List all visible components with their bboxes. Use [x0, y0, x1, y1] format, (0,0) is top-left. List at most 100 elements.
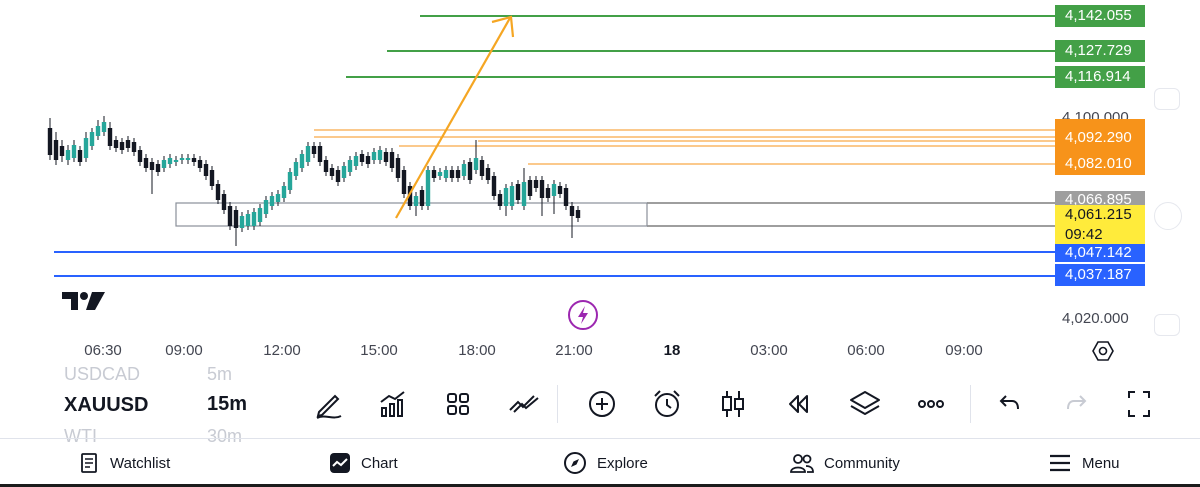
nav-community[interactable]: Community: [790, 449, 900, 477]
candles-icon[interactable]: [715, 386, 751, 422]
candle-body: [53, 140, 59, 160]
price-tag-4037: 4,037.187: [1055, 264, 1145, 286]
undo-icon[interactable]: [992, 386, 1028, 422]
candle-body: [473, 158, 479, 170]
price-tag-current: 4,061.215 09:42: [1055, 205, 1145, 245]
hexagon-settings-icon[interactable]: [1092, 340, 1114, 362]
price-tag-4047: 4,047.142: [1055, 244, 1145, 262]
nav-watchlist[interactable]: Watchlist: [78, 449, 170, 477]
side-handle-round[interactable]: [1154, 202, 1182, 230]
candle-body: [167, 158, 173, 164]
time-label: 18:00: [458, 342, 496, 359]
tradingview-logo[interactable]: [62, 290, 106, 312]
candle-body: [305, 146, 311, 162]
system-bar: [0, 484, 1200, 487]
symbol-selector[interactable]: XAUUSD: [64, 394, 149, 416]
candle-body: [191, 158, 197, 162]
toolbar-divider: [557, 385, 558, 423]
candle-body: [533, 180, 539, 188]
candle-body: [113, 140, 119, 148]
candle-body: [371, 152, 377, 160]
time-label-day: 18: [663, 342, 681, 359]
current-price: 4,061.215: [1065, 206, 1132, 223]
price-chart[interactable]: [0, 0, 1200, 370]
side-handle[interactable]: [1154, 88, 1180, 110]
nav-label: Explore: [597, 454, 648, 472]
lightning-bolt-icon[interactable]: [567, 299, 599, 331]
candle-body: [59, 146, 65, 156]
time-label: 15:00: [360, 342, 398, 359]
candle-body: [251, 212, 257, 226]
redo-icon[interactable]: [1058, 386, 1094, 422]
candle-body: [233, 210, 239, 228]
candle-body: [455, 170, 461, 178]
nav-menu[interactable]: Menu: [1048, 449, 1120, 477]
candle-body: [335, 170, 341, 182]
time-label: 03:00: [750, 342, 788, 359]
candle-body: [359, 154, 365, 162]
interval-next[interactable]: 30m: [207, 426, 243, 446]
chart-icon: [330, 453, 350, 473]
time-label: 09:00: [945, 342, 983, 359]
pencil-icon[interactable]: [311, 386, 347, 422]
candle-body: [539, 180, 545, 198]
nav-label: Menu: [1082, 454, 1120, 472]
candle-body: [425, 170, 431, 206]
candle-body: [77, 150, 83, 162]
add-icon[interactable]: [584, 386, 620, 422]
candle-body: [161, 160, 167, 168]
chart-area[interactable]: 4,100.000 4,020.000 4,142.055 4,127.729 …: [0, 0, 1200, 370]
candle-body: [401, 170, 407, 194]
candle-body: [521, 182, 527, 206]
templates-icon[interactable]: [440, 386, 476, 422]
trend-arrow[interactable]: [395, 15, 515, 219]
candle-body: [125, 140, 131, 148]
interval-prev[interactable]: 5m: [207, 364, 233, 384]
candle-body: [557, 186, 563, 194]
candle-body: [203, 164, 209, 176]
candle-body: [545, 188, 551, 198]
candle-body: [227, 206, 233, 226]
side-handle[interactable]: [1154, 314, 1180, 336]
more-icon[interactable]: [913, 386, 949, 422]
candle-body: [269, 196, 275, 206]
nav-chart[interactable]: Chart: [329, 449, 398, 477]
candle-body: [281, 186, 287, 198]
interval-selector[interactable]: 15m: [207, 393, 248, 415]
candle-body: [389, 152, 395, 168]
nav-label: Chart: [361, 454, 398, 472]
candle-body: [239, 216, 245, 228]
indicators-icon[interactable]: [375, 386, 411, 422]
layers-icon[interactable]: [847, 386, 883, 422]
symbol-next[interactable]: WTI: [64, 426, 97, 446]
replay-icon[interactable]: [780, 386, 816, 422]
candle-body: [515, 184, 521, 200]
candle-body: [377, 150, 383, 160]
candle-body: [485, 168, 491, 180]
candle-body: [353, 156, 359, 166]
candle-body: [95, 126, 101, 136]
compare-icon[interactable]: [506, 386, 542, 422]
nav-explore[interactable]: Explore: [563, 449, 648, 477]
candle-body: [197, 160, 203, 168]
fullscreen-icon[interactable]: [1121, 386, 1157, 422]
candle-body: [419, 190, 425, 206]
candle-body: [413, 196, 419, 206]
hamburger-icon: [1050, 454, 1070, 472]
candle-body: [497, 194, 503, 206]
price-tag-4116: 4,116.914: [1055, 66, 1145, 88]
candle-body: [461, 164, 467, 176]
symbol-prev[interactable]: USDCAD: [64, 364, 141, 384]
time-label: 06:30: [84, 342, 122, 359]
candle-body: [221, 194, 227, 210]
watchlist-icon: [81, 453, 97, 473]
candle-body: [395, 158, 401, 178]
candle-body: [119, 142, 125, 150]
candle-body: [245, 214, 251, 226]
candle-body: [383, 152, 389, 162]
candle-body: [83, 138, 89, 158]
candle-body: [329, 168, 335, 176]
price-tag-4142: 4,142.055: [1055, 5, 1145, 27]
alarm-icon[interactable]: [649, 386, 685, 422]
candle-body: [551, 184, 557, 196]
